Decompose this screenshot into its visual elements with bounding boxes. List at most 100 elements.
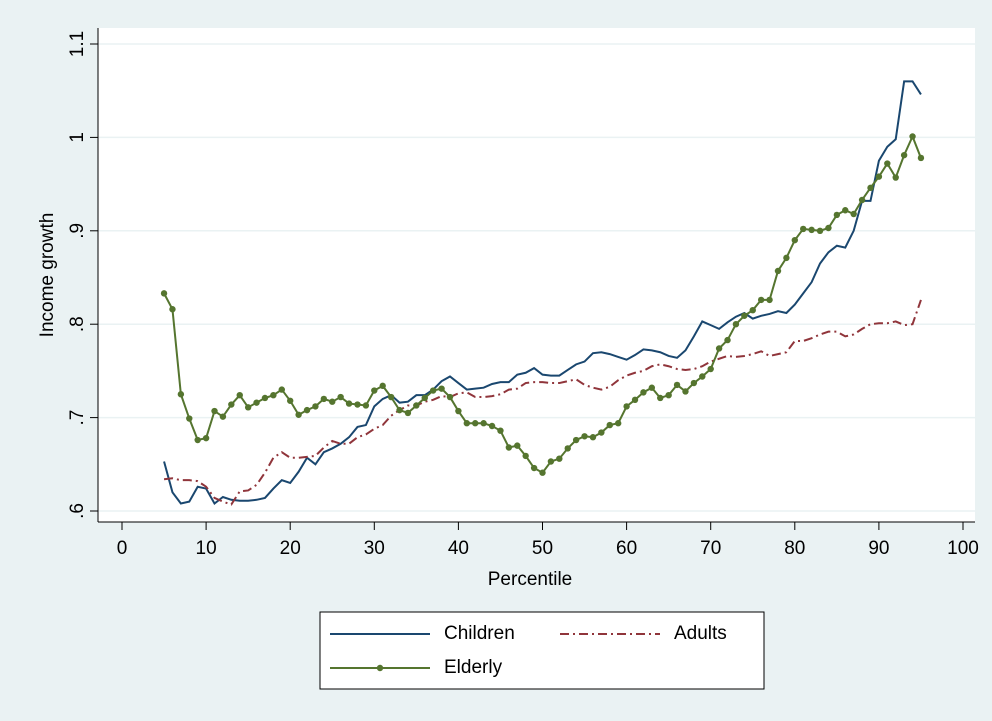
series-marker bbox=[614, 420, 622, 427]
series-marker bbox=[741, 312, 748, 319]
series-marker bbox=[892, 174, 899, 181]
y-tick-label: 1.1 bbox=[67, 31, 88, 57]
series-marker bbox=[463, 420, 471, 427]
series-marker bbox=[589, 434, 597, 441]
series-marker bbox=[505, 444, 513, 451]
series-marker bbox=[606, 421, 613, 429]
series-marker bbox=[884, 160, 891, 167]
series-marker bbox=[690, 379, 698, 387]
series-marker bbox=[572, 436, 580, 444]
series-marker bbox=[791, 236, 798, 244]
series-marker bbox=[715, 345, 723, 352]
series-marker bbox=[631, 396, 639, 404]
x-tick-label: 10 bbox=[196, 538, 217, 559]
series-marker bbox=[488, 422, 496, 430]
series-marker bbox=[345, 400, 353, 407]
series-line bbox=[163, 80, 922, 506]
series-marker bbox=[867, 184, 874, 192]
series-marker bbox=[261, 394, 269, 402]
series-marker bbox=[211, 407, 218, 415]
series-marker bbox=[699, 373, 706, 380]
legend-box bbox=[319, 611, 765, 690]
series-marker bbox=[732, 321, 740, 328]
series-line bbox=[163, 299, 922, 506]
series-marker bbox=[657, 394, 664, 402]
series-marker bbox=[842, 207, 849, 214]
x-tick-label: 90 bbox=[868, 538, 889, 559]
series-marker bbox=[379, 382, 386, 390]
series-marker bbox=[287, 397, 294, 404]
series-marker bbox=[665, 391, 672, 399]
series-marker bbox=[320, 395, 328, 403]
series-marker bbox=[438, 385, 445, 392]
series-marker bbox=[455, 407, 462, 415]
series-marker bbox=[766, 296, 773, 304]
x-tick-label: 20 bbox=[280, 538, 301, 559]
x-tick-label: 0 bbox=[117, 538, 128, 559]
series-marker bbox=[858, 196, 866, 204]
series-marker bbox=[337, 393, 344, 401]
series-marker bbox=[421, 394, 428, 402]
x-tick-label: 70 bbox=[700, 538, 721, 559]
series-marker bbox=[774, 267, 782, 275]
series-marker bbox=[354, 401, 361, 408]
series-marker bbox=[783, 254, 790, 262]
series-marker bbox=[194, 436, 201, 444]
series-marker bbox=[724, 336, 731, 344]
series-marker bbox=[564, 445, 571, 452]
x-tick-label: 50 bbox=[532, 538, 553, 559]
series-marker bbox=[228, 401, 235, 408]
series-marker bbox=[429, 387, 437, 394]
series-marker bbox=[833, 211, 841, 219]
series-marker bbox=[816, 227, 824, 234]
series-marker bbox=[648, 384, 656, 391]
series-marker bbox=[202, 434, 210, 442]
series-marker bbox=[547, 458, 555, 465]
series-marker bbox=[808, 226, 815, 234]
x-tick-label: 100 bbox=[947, 538, 979, 559]
series-marker bbox=[539, 469, 546, 476]
series-marker bbox=[480, 420, 487, 427]
series-marker bbox=[522, 452, 529, 460]
series-marker bbox=[371, 387, 378, 394]
series-marker bbox=[472, 420, 479, 427]
series-marker bbox=[396, 406, 403, 414]
series-marker bbox=[673, 381, 681, 389]
series-marker bbox=[623, 403, 630, 410]
series-marker bbox=[244, 404, 252, 411]
series-marker bbox=[236, 391, 243, 399]
y-axis-title: Income growth bbox=[37, 213, 58, 338]
series-marker bbox=[387, 393, 395, 401]
x-tick-label: 60 bbox=[616, 538, 637, 559]
legend-label: Children bbox=[444, 623, 515, 644]
legend-marker bbox=[376, 664, 384, 672]
series-marker bbox=[581, 433, 588, 440]
series-marker bbox=[640, 389, 647, 396]
series-marker bbox=[329, 398, 336, 405]
series-marker bbox=[900, 151, 908, 159]
series-marker bbox=[682, 388, 689, 395]
plot-area bbox=[98, 28, 975, 522]
series-marker bbox=[850, 210, 857, 218]
series-marker bbox=[598, 429, 605, 436]
series-marker bbox=[177, 391, 185, 398]
series-marker bbox=[186, 415, 193, 422]
series-marker bbox=[514, 442, 521, 449]
y-tick-label: .8 bbox=[67, 316, 88, 332]
series-marker bbox=[270, 391, 277, 399]
series-marker bbox=[749, 306, 756, 314]
y-tick-label: .9 bbox=[67, 223, 88, 239]
x-axis-title: Percentile bbox=[488, 569, 573, 590]
series-marker bbox=[757, 296, 765, 304]
series-marker bbox=[497, 427, 504, 434]
series-marker bbox=[446, 393, 454, 401]
series-marker bbox=[825, 224, 832, 232]
series-marker bbox=[909, 133, 916, 140]
series-marker bbox=[875, 173, 883, 180]
series-marker bbox=[253, 399, 260, 406]
series-marker bbox=[219, 413, 227, 420]
series-marker bbox=[312, 403, 319, 410]
series-marker bbox=[800, 225, 807, 233]
x-tick-label: 80 bbox=[784, 538, 805, 559]
